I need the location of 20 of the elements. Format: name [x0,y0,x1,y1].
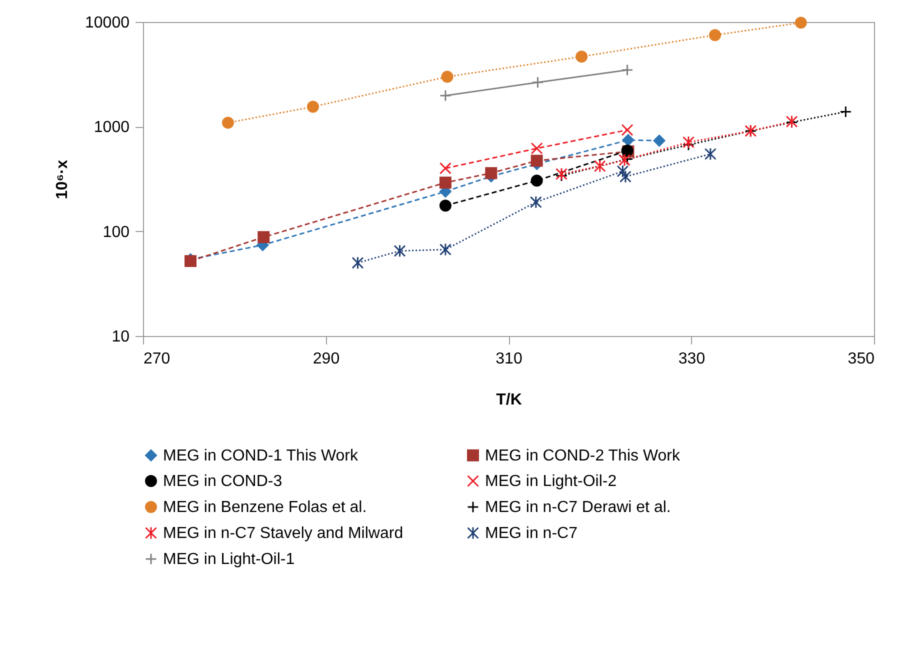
y-tick-label: 10 [112,328,130,346]
legend-label: MEG in Light-Oil-1 [163,551,295,568]
x-tick-label: 350 [848,350,875,368]
legend-label: MEG in n-C7 [485,525,578,542]
legend-label: MEG in n-C7 Stavely and Milward [163,525,404,542]
legend-label: MEG in COND-3 [163,473,282,490]
x-tick-label: 310 [496,350,522,368]
x-axis-title: T/K [496,392,522,408]
y-tick-label: 100 [102,224,130,241]
legend-label: MEG in Light-Oil-2 [485,473,617,490]
legend-label: MEG in Benzene Folas et al. [163,499,367,516]
legend-label: MEG in COND-1 This Work [163,447,359,464]
x-tick-label: 290 [312,350,340,368]
legend-label: MEG in n-C7 Derawi et al. [485,499,671,516]
y-tick-label: 10000 [85,14,130,32]
x-tick-label: 330 [678,350,706,368]
legend-label: MEG in COND-2 This Work [485,447,681,464]
y-tick-label: 1000 [94,119,130,136]
x-tick-label: 270 [144,350,170,368]
y-axis-title: 10⁶·x [54,160,72,200]
